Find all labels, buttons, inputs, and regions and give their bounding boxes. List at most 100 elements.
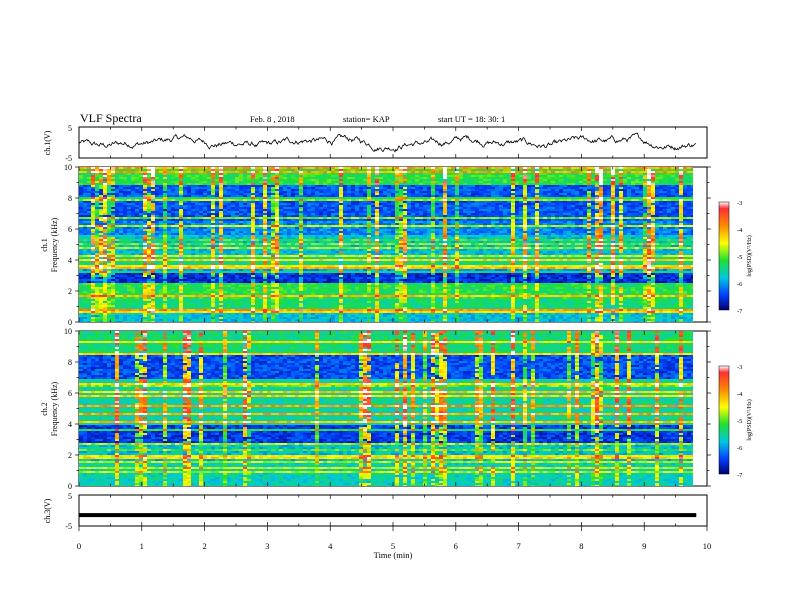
spectrogram-cell <box>427 181 431 183</box>
spectrogram-cell <box>299 175 303 177</box>
spectrogram-cell <box>219 195 223 197</box>
spectrogram-cell <box>259 173 263 175</box>
spectrogram-cell <box>503 181 507 183</box>
spectrogram-cell <box>595 227 599 229</box>
spectrogram-cell <box>347 183 351 185</box>
spectrogram-cell <box>591 181 595 183</box>
spectrogram-cell <box>495 217 499 219</box>
spectrogram-cell <box>167 223 171 225</box>
spectrogram-cell <box>635 203 639 205</box>
spectrogram-cell <box>343 195 347 197</box>
spectrogram-cell <box>155 171 159 173</box>
spectrogram-cell <box>431 211 435 213</box>
spectrogram-cell <box>179 175 183 177</box>
spectrogram-cell <box>403 229 407 231</box>
spectrogram-cell <box>687 193 691 195</box>
spectrogram-cell <box>215 217 219 219</box>
spectrogram-cell <box>211 195 215 197</box>
spectrogram-cell <box>667 185 671 187</box>
spectrogram-cell <box>99 215 103 217</box>
spectrogram-cell <box>443 197 447 199</box>
spectrogram-cell <box>179 173 183 175</box>
spectrogram-cell <box>371 219 375 221</box>
spectrogram-cell <box>503 215 507 217</box>
spectrogram-cell <box>479 185 483 187</box>
spectrogram-cell <box>663 225 667 227</box>
spectrogram-cell <box>391 193 395 195</box>
spectrogram-cell <box>311 207 315 209</box>
spectrogram-cell <box>655 171 659 173</box>
spectrogram-cell <box>235 221 239 223</box>
spectrogram-cell <box>443 177 447 179</box>
spectrogram-cell <box>647 225 651 227</box>
spectrogram-cell <box>631 209 635 211</box>
spectrogram-cell <box>607 185 611 187</box>
spectrogram-cell <box>475 227 479 229</box>
spectrogram-cell <box>259 209 263 211</box>
spectrogram-cell <box>563 179 567 181</box>
spectrogram-cell <box>335 223 339 225</box>
spectrogram-cell <box>215 219 219 221</box>
spectrogram-cell <box>271 205 275 207</box>
spectrogram-cell <box>251 213 255 215</box>
spectrogram-cell <box>679 169 683 171</box>
spectrogram-cell <box>595 167 599 169</box>
spectrogram-cell <box>675 175 679 177</box>
spectrogram-cell <box>259 203 263 205</box>
spectrogram-cell <box>311 197 315 199</box>
spectrogram-cell <box>451 203 455 205</box>
spectrogram-cell <box>135 201 139 203</box>
spectrogram-cell <box>191 177 195 179</box>
spectrogram-cell <box>559 203 563 205</box>
spectrogram-cell <box>623 197 627 199</box>
spectrogram-cell <box>203 169 207 171</box>
spectrogram-cell <box>351 201 355 203</box>
spectrogram-cell <box>503 169 507 171</box>
spectrogram-cell <box>335 181 339 183</box>
spectrogram-cell <box>247 201 251 203</box>
spectrogram-cell <box>139 185 143 187</box>
spectrogram-cell <box>295 213 299 215</box>
spectrogram-cell <box>667 169 671 171</box>
spectrogram-cell <box>651 175 655 177</box>
spectrogram-cell <box>255 209 259 211</box>
spectrogram-cell <box>651 169 655 171</box>
spectrogram-cell <box>423 229 427 231</box>
spectrogram-cell <box>287 197 291 199</box>
spectrogram-cell <box>575 177 579 179</box>
spectrogram-cell <box>451 215 455 217</box>
spectrogram-cell <box>531 175 535 177</box>
spectrogram-cell <box>427 183 431 185</box>
spectrogram-cell <box>483 207 487 209</box>
spectrogram-cell <box>327 219 331 221</box>
spectrogram-cell <box>575 181 579 183</box>
spectrogram-cell <box>431 173 435 175</box>
spectrogram-cell <box>271 191 275 193</box>
spectrogram-cell <box>603 227 607 229</box>
spectrogram-cell <box>687 203 691 205</box>
spectrogram-cell <box>543 175 547 177</box>
spectrogram-cell <box>375 213 379 215</box>
spectrogram-cell <box>187 183 191 185</box>
spectrogram-cell <box>631 217 635 219</box>
spectrogram-cell <box>351 221 355 223</box>
spectrogram-cell <box>83 213 87 215</box>
spectrogram-cell <box>111 177 115 179</box>
spectrogram-cell <box>515 179 519 181</box>
spectrogram-cell <box>679 181 683 183</box>
spectrogram-cell <box>163 193 167 195</box>
spectrogram-cell <box>283 183 287 185</box>
spectrogram-cell <box>635 177 639 179</box>
spectrogram-cell <box>659 171 663 173</box>
spectrogram-cell <box>323 215 327 217</box>
spectrogram-cell <box>551 197 555 199</box>
spectrogram-cell <box>279 229 283 231</box>
spectrogram-cell <box>299 189 303 191</box>
spectrogram-cell <box>259 219 263 221</box>
spectrogram-cell <box>111 169 115 171</box>
spectrogram-cell <box>387 227 391 229</box>
spectrogram-cell <box>223 173 227 175</box>
spectrogram-cell <box>427 185 431 187</box>
spectrogram-cell <box>103 187 107 189</box>
spectrogram-cell <box>687 189 691 191</box>
